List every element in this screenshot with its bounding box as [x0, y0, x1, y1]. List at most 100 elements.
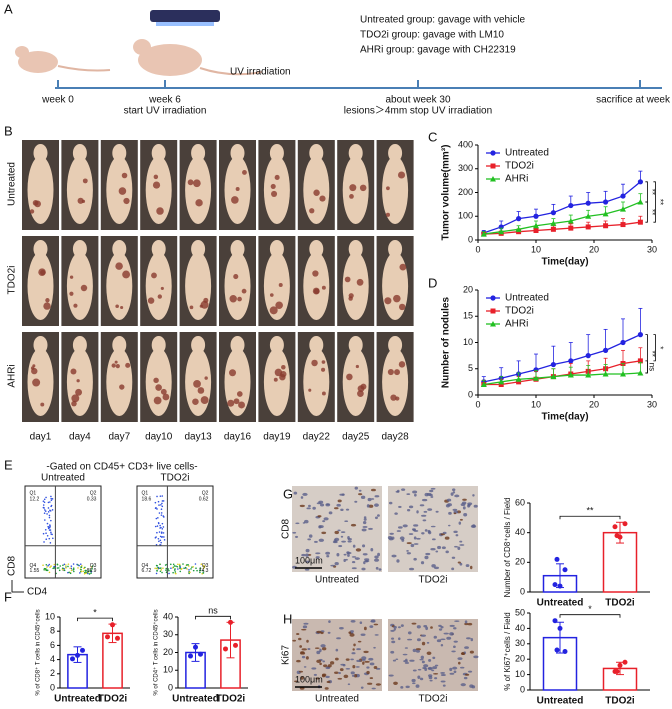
flow-event	[162, 526, 165, 528]
cell-nucleus	[454, 494, 460, 498]
flow-event	[158, 512, 161, 514]
y-tick-label: 20	[463, 284, 473, 294]
lesion	[385, 212, 390, 217]
mouse-body	[27, 156, 54, 224]
cell-nucleus	[308, 504, 311, 508]
cell-nucleus	[393, 628, 397, 631]
flow-event	[77, 564, 79, 566]
data-point	[233, 642, 238, 648]
y-tick-label: 300	[458, 163, 473, 173]
cell-nucleus	[335, 648, 339, 652]
flow-event	[154, 567, 156, 570]
y-axis-label: Number of nodules	[441, 297, 452, 389]
mouse-head	[348, 336, 363, 354]
cell-nucleus	[338, 544, 343, 548]
cell-nucleus	[398, 626, 401, 629]
flow-event	[51, 509, 54, 511]
cell-nucleus	[293, 680, 299, 683]
flow-event	[50, 519, 52, 522]
flow-event	[42, 504, 45, 506]
cell-nucleus	[433, 635, 437, 639]
row-label: Untreated	[7, 162, 18, 206]
cell-nucleus	[303, 666, 307, 668]
cell-nucleus	[370, 548, 374, 552]
lesion	[269, 306, 278, 315]
milestone: about week 30	[385, 95, 450, 106]
cell-nucleus	[293, 491, 298, 495]
cell-nucleus	[396, 559, 400, 563]
flow-event	[160, 541, 162, 544]
y-tick-label: 100	[458, 211, 473, 221]
series-line	[483, 221, 641, 235]
marker	[533, 375, 539, 381]
mouse-body	[263, 156, 290, 224]
flow-event	[70, 565, 73, 567]
cell-nucleus	[460, 652, 465, 655]
cell-nucleus	[398, 637, 401, 641]
flow-event	[162, 532, 165, 534]
cell-nucleus	[401, 538, 405, 542]
y-tick-label: 10	[463, 337, 473, 347]
y-tick-label: 50	[515, 607, 525, 617]
marker	[533, 228, 539, 233]
cell-nucleus	[403, 660, 408, 663]
cell-nucleus	[431, 669, 435, 672]
cell-nucleus	[363, 650, 369, 654]
flow-event	[72, 568, 75, 571]
flow-event	[45, 568, 47, 570]
flow-event	[91, 565, 94, 567]
flow-event	[87, 570, 90, 572]
cell-nucleus	[445, 550, 449, 554]
flow-event	[79, 572, 81, 574]
cell-nucleus	[429, 489, 434, 493]
flow-event	[47, 511, 50, 513]
mouse-body	[66, 252, 93, 320]
marker	[567, 218, 574, 224]
y-tick-label: 40	[163, 611, 173, 621]
cell-nucleus	[449, 672, 455, 675]
cell-nucleus	[395, 658, 399, 661]
cell-nucleus	[347, 683, 351, 686]
flow-event	[69, 567, 71, 570]
flow-event	[159, 570, 162, 573]
cell-nucleus	[364, 558, 370, 561]
cell-nucleus	[417, 668, 422, 671]
lesion	[71, 394, 80, 403]
quadrant-name: Q1	[142, 491, 149, 497]
legend-label: AHRi	[505, 319, 528, 330]
group-description: TDO2i group: gavage with LM10	[360, 30, 504, 41]
cell-nucleus	[422, 519, 427, 522]
mouse-head	[191, 144, 206, 162]
cell-nucleus	[430, 496, 434, 498]
quadrant-percent: 12.2	[30, 497, 40, 503]
mouse-body	[106, 252, 133, 320]
cell-nucleus	[421, 641, 426, 646]
lesion	[241, 288, 247, 294]
marker	[498, 228, 505, 235]
mouse-body	[342, 252, 369, 320]
cell-nucleus	[391, 536, 395, 540]
cell-nucleus	[415, 649, 420, 653]
panel-label: E	[4, 457, 13, 472]
lesion	[390, 394, 397, 401]
cell-nucleus	[423, 510, 428, 513]
mouse-icon	[138, 44, 202, 76]
cell-nucleus	[452, 666, 458, 670]
cell-nucleus	[362, 521, 367, 525]
lesion	[386, 186, 390, 191]
mouse-head	[230, 240, 245, 258]
flow-event	[57, 567, 60, 569]
cell-nucleus	[373, 646, 376, 649]
lesion	[231, 196, 239, 204]
flow-event	[156, 569, 158, 572]
cell-nucleus	[368, 504, 374, 508]
legend-label: TDO2i	[505, 161, 534, 172]
cell-nucleus	[302, 625, 308, 629]
flow-event	[80, 568, 82, 571]
lesion	[321, 367, 326, 372]
flow-event	[188, 565, 190, 567]
cell-nucleus	[296, 659, 301, 663]
x-tick-label: TDO2i	[98, 694, 128, 705]
cell-nucleus	[334, 657, 339, 661]
